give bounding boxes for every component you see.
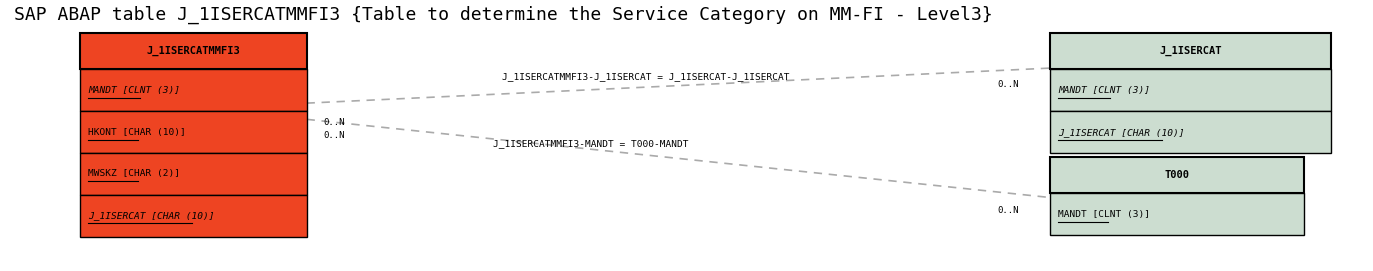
- Text: T000: T000: [1164, 170, 1189, 180]
- Text: MANDT [CLNT (3)]: MANDT [CLNT (3)]: [1059, 210, 1151, 219]
- Text: J_1ISERCAT [CHAR (10)]: J_1ISERCAT [CHAR (10)]: [88, 211, 216, 220]
- Bar: [80, 153, 306, 195]
- Bar: [1050, 69, 1332, 111]
- Text: 0..N: 0..N: [997, 80, 1019, 89]
- Text: J_1ISERCATMMFI3-MANDT = T000-MANDT: J_1ISERCATMMFI3-MANDT = T000-MANDT: [493, 139, 688, 148]
- Bar: [1050, 193, 1304, 235]
- Text: J_1ISERCAT [CHAR (10)]: J_1ISERCAT [CHAR (10)]: [1059, 128, 1185, 137]
- Text: SAP ABAP table J_1ISERCATMMFI3 {Table to determine the Service Category on MM-FI: SAP ABAP table J_1ISERCATMMFI3 {Table to…: [14, 6, 993, 24]
- Text: 0..N: 0..N: [997, 207, 1019, 215]
- Text: 0..N: 0..N: [323, 118, 345, 127]
- Text: MWSKZ [CHAR (2)]: MWSKZ [CHAR (2)]: [88, 169, 180, 178]
- Bar: [1050, 33, 1332, 69]
- Bar: [80, 69, 306, 111]
- Bar: [80, 33, 306, 69]
- Text: HKONT [CHAR (10)]: HKONT [CHAR (10)]: [88, 128, 187, 137]
- Bar: [80, 195, 306, 237]
- Text: 0..N: 0..N: [323, 131, 345, 140]
- Bar: [80, 111, 306, 153]
- Text: MANDT [CLNT (3)]: MANDT [CLNT (3)]: [88, 86, 180, 95]
- Text: MANDT [CLNT (3)]: MANDT [CLNT (3)]: [1059, 86, 1151, 95]
- Bar: [1050, 111, 1332, 153]
- Text: J_1ISERCAT: J_1ISERCAT: [1159, 46, 1222, 56]
- Bar: [1050, 157, 1304, 193]
- Text: J_1ISERCATMMFI3: J_1ISERCATMMFI3: [147, 46, 240, 56]
- Text: J_1ISERCATMMFI3-J_1ISERCAT = J_1ISERCAT-J_1ISERCAT: J_1ISERCATMMFI3-J_1ISERCAT = J_1ISERCAT-…: [501, 72, 789, 81]
